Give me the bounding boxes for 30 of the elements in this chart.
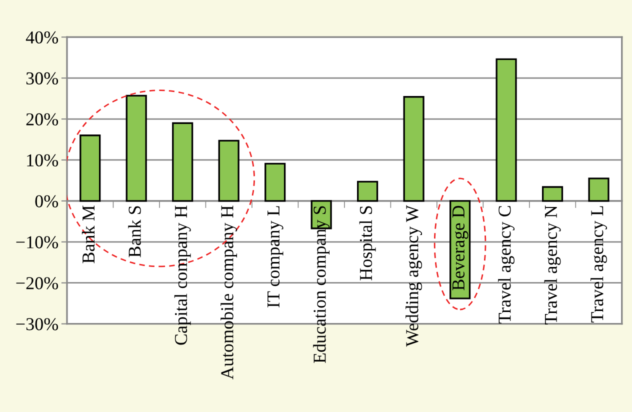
x-tick-label: Travel agency N bbox=[544, 206, 561, 324]
y-tick-label: 30% bbox=[26, 72, 58, 85]
x-tick-label: Beverage D bbox=[452, 206, 468, 290]
x-tick-label: Capital company H bbox=[174, 206, 191, 345]
y-tick-label: 40% bbox=[26, 31, 58, 44]
bar bbox=[172, 122, 194, 202]
bar bbox=[403, 96, 424, 202]
bar bbox=[218, 140, 240, 202]
y-tick-label: −30% bbox=[16, 318, 58, 330]
x-tick-label: IT company L bbox=[268, 206, 284, 308]
x-tick-label: Bank S bbox=[128, 206, 141, 258]
y-tick-label: −10% bbox=[16, 236, 58, 248]
x-tick-label: Automobile company H bbox=[220, 206, 238, 380]
y-tick-label: −20% bbox=[16, 277, 58, 290]
x-tick-label: Bank M bbox=[82, 206, 95, 264]
y-tick-label: 20% bbox=[26, 113, 58, 126]
bar bbox=[496, 58, 517, 202]
x-tick-label: Education company S bbox=[313, 206, 330, 364]
y-tick-label: 0% bbox=[35, 195, 58, 208]
x-tick-label: Travel agency C bbox=[498, 206, 514, 324]
bar bbox=[264, 162, 286, 202]
bar bbox=[80, 134, 101, 202]
bar bbox=[588, 178, 610, 202]
x-tick-label: Travel agency L bbox=[590, 206, 607, 322]
bar bbox=[126, 94, 147, 202]
bar bbox=[542, 186, 564, 202]
x-tick-label: Hospital S bbox=[359, 206, 376, 280]
bar bbox=[357, 180, 378, 202]
y-tick-label: 10% bbox=[27, 154, 58, 166]
x-tick-label: Wedding agency W bbox=[406, 205, 422, 347]
